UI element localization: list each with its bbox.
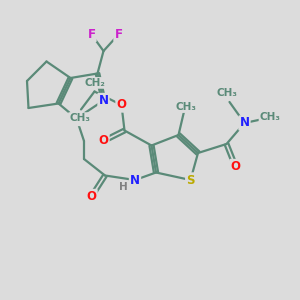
Text: S: S xyxy=(186,173,195,187)
Text: F: F xyxy=(88,28,95,41)
Text: O: O xyxy=(116,98,127,112)
Text: N: N xyxy=(239,116,250,130)
Text: O: O xyxy=(86,190,97,203)
Text: N: N xyxy=(98,94,109,107)
Text: O: O xyxy=(230,160,241,173)
Text: N: N xyxy=(130,173,140,187)
Text: CH₃: CH₃ xyxy=(69,113,90,123)
Text: N: N xyxy=(71,112,82,125)
Text: F: F xyxy=(115,28,122,41)
Text: CH₃: CH₃ xyxy=(216,88,237,98)
Text: O: O xyxy=(98,134,109,148)
Text: H: H xyxy=(119,182,128,193)
Text: CH₃: CH₃ xyxy=(176,102,197,112)
Text: CH₂: CH₂ xyxy=(84,78,105,88)
Text: CH₃: CH₃ xyxy=(260,112,280,122)
